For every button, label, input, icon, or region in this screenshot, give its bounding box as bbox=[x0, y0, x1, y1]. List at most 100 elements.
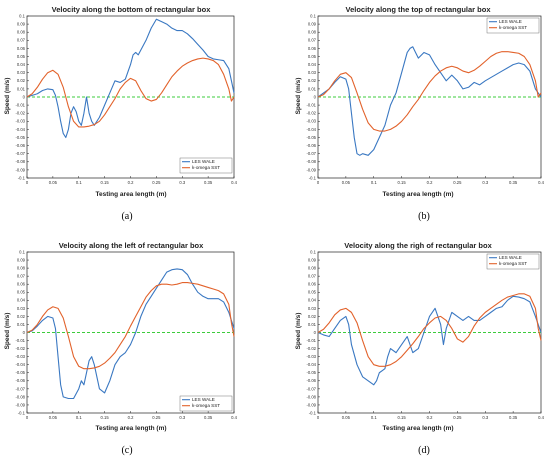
y-tick-label: 0.09 bbox=[308, 22, 317, 27]
y-tick-label: -0.04 bbox=[306, 127, 316, 132]
y-tick-label: 0.05 bbox=[308, 290, 317, 295]
y-tick-label: -0.02 bbox=[306, 346, 316, 351]
x-axis-label: Testing area length (m) bbox=[95, 425, 166, 432]
y-tick-label: -0.1 bbox=[309, 175, 317, 180]
panel-caption: (d) bbox=[418, 445, 430, 456]
chart-title: Velocity along the left of rectangular b… bbox=[59, 241, 204, 250]
x-tick-label: 0.35 bbox=[204, 180, 213, 185]
x-tick-label: 0.3 bbox=[482, 180, 488, 185]
x-tick-label: 0.2 bbox=[427, 415, 433, 420]
y-tick-label: 0.04 bbox=[17, 62, 26, 67]
series-line-k-omega-sst bbox=[317, 51, 542, 132]
y-tick-label: 0.06 bbox=[308, 282, 317, 287]
x-tick-label: 0.05 bbox=[342, 415, 351, 420]
x-tick-label: 0.05 bbox=[342, 180, 351, 185]
x-tick-label: 0.15 bbox=[101, 415, 110, 420]
y-tick-label: -0.1 bbox=[18, 175, 26, 180]
y-tick-label: 0.06 bbox=[17, 46, 26, 51]
x-tick-label: 0.3 bbox=[179, 180, 185, 185]
y-tick-label: -0.05 bbox=[306, 135, 316, 140]
y-tick-label: 0 bbox=[314, 330, 317, 335]
legend-box bbox=[179, 157, 233, 174]
x-tick-label: 0.2 bbox=[128, 415, 134, 420]
legend-entry: LES WALE bbox=[192, 397, 215, 402]
legend-entry: k-omega SST bbox=[192, 403, 220, 408]
y-tick-label: 0.02 bbox=[308, 314, 317, 319]
x-tick-label: 0.4 bbox=[231, 415, 237, 420]
y-tick-label: 0.02 bbox=[17, 78, 26, 83]
y-tick-label: -0.07 bbox=[306, 151, 316, 156]
legend-entry: k-omega SST bbox=[192, 165, 220, 170]
y-tick-label: -0.06 bbox=[306, 378, 316, 383]
x-axis-label: Testing area length (m) bbox=[95, 191, 166, 198]
y-axis-label: Speed (m/s) bbox=[4, 78, 11, 115]
x-tick-label: 0 bbox=[26, 415, 29, 420]
series-line-k-omega-sst bbox=[26, 282, 235, 370]
x-tick-label: 0.15 bbox=[398, 415, 407, 420]
series-line-k-omega-sst bbox=[317, 293, 542, 367]
y-tick-label: 0.06 bbox=[17, 282, 26, 287]
x-tick-label: 0.25 bbox=[152, 180, 161, 185]
y-tick-label: 0.09 bbox=[17, 22, 26, 27]
x-tick-label: 0.15 bbox=[398, 180, 407, 185]
panel-d: Velocity along the righ of rectangular b… bbox=[295, 241, 545, 456]
series-line-les-wale bbox=[317, 46, 542, 156]
y-tick-label: -0.08 bbox=[306, 159, 316, 164]
legend-entry: k-omega SST bbox=[499, 261, 527, 266]
x-axis-label: Testing area length (m) bbox=[382, 425, 453, 432]
y-tick-label: 0.03 bbox=[17, 306, 26, 311]
x-tick-label: 0 bbox=[317, 180, 320, 185]
x-tick-label: 0.05 bbox=[49, 415, 58, 420]
y-tick-label: -0.09 bbox=[15, 402, 25, 407]
y-tick-label: -0.04 bbox=[306, 362, 316, 367]
y-tick-label: -0.06 bbox=[15, 378, 25, 383]
panel-caption: (b) bbox=[418, 211, 430, 222]
x-tick-label: 0.25 bbox=[152, 415, 161, 420]
y-tick-label: -0.02 bbox=[306, 111, 316, 116]
y-tick-label: -0.07 bbox=[15, 151, 25, 156]
panel-caption: (a) bbox=[121, 211, 132, 222]
chart-title: Velocity along the righ of rectangular b… bbox=[344, 241, 492, 250]
x-tick-label: 0.35 bbox=[509, 180, 518, 185]
y-tick-label: -0.02 bbox=[15, 111, 25, 116]
y-tick-label: -0.07 bbox=[15, 386, 25, 391]
y-tick-label: 0.01 bbox=[308, 86, 317, 91]
y-tick-label: 0.01 bbox=[17, 322, 26, 327]
y-tick-label: -0.05 bbox=[15, 370, 25, 375]
y-tick-label: 0.02 bbox=[17, 314, 26, 319]
series-line-les-wale bbox=[26, 268, 235, 400]
y-tick-label: 0.01 bbox=[17, 86, 26, 91]
x-tick-label: 0.25 bbox=[453, 180, 462, 185]
y-tick-label: 0.04 bbox=[308, 62, 317, 67]
y-tick-label: 0.08 bbox=[17, 266, 26, 271]
y-tick-label: -0.1 bbox=[18, 410, 26, 415]
y-tick-label: -0.05 bbox=[15, 135, 25, 140]
y-tick-label: 0.08 bbox=[17, 30, 26, 35]
x-tick-label: 0.35 bbox=[509, 415, 518, 420]
x-tick-label: 0.4 bbox=[538, 180, 544, 185]
y-tick-label: -0.03 bbox=[306, 119, 316, 124]
y-tick-label: 0.09 bbox=[308, 257, 317, 262]
y-tick-label: 0.07 bbox=[17, 274, 26, 279]
y-tick-label: -0.07 bbox=[306, 386, 316, 391]
legend-box bbox=[179, 395, 233, 412]
series-line-les-wale bbox=[317, 295, 542, 386]
panel-a: Velocity along the bottom of rectangular… bbox=[4, 5, 238, 222]
y-tick-label: -0.09 bbox=[306, 402, 316, 407]
y-tick-label: 0.04 bbox=[308, 298, 317, 303]
y-tick-label: -0.04 bbox=[15, 127, 25, 132]
panel-b: Velocity along the top of rectangular bo… bbox=[295, 5, 545, 222]
y-tick-label: -0.09 bbox=[15, 167, 25, 172]
x-tick-label: 0 bbox=[26, 180, 29, 185]
legend-box bbox=[486, 253, 540, 270]
y-tick-label: 0.01 bbox=[308, 322, 317, 327]
y-tick-label: 0.03 bbox=[17, 70, 26, 75]
y-axis-label: Speed (m/s) bbox=[295, 78, 302, 115]
y-tick-label: 0.03 bbox=[308, 306, 317, 311]
y-tick-label: 0.08 bbox=[308, 266, 317, 271]
x-tick-label: 0.15 bbox=[101, 180, 110, 185]
y-tick-label: -0.03 bbox=[15, 119, 25, 124]
